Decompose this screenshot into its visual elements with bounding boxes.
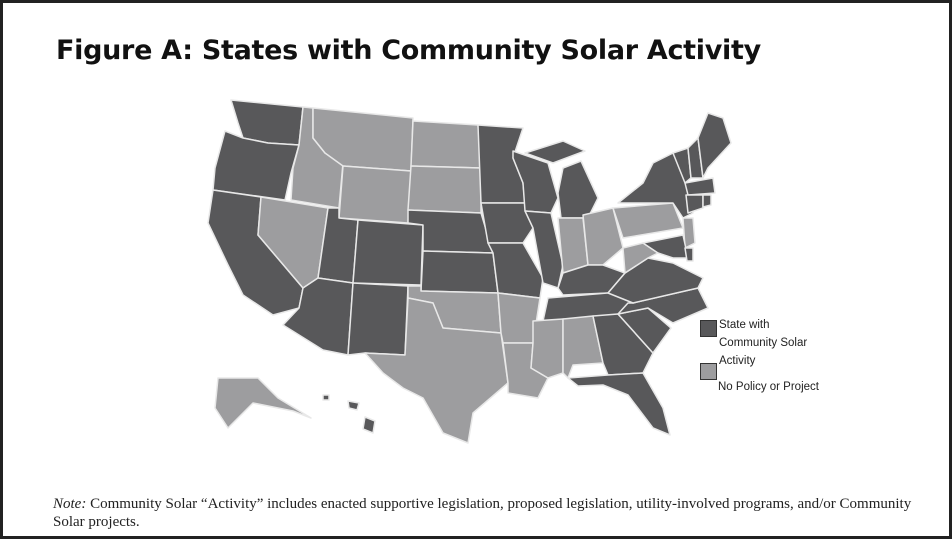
- state-oh: [582, 207, 624, 266]
- state-nm: [347, 282, 409, 356]
- state-ma: [684, 177, 716, 196]
- legend-line: Activity: [719, 355, 756, 367]
- us-map: [207, 99, 732, 444]
- legend-label-no-policy: No Policy or Project: [718, 381, 819, 393]
- state-wv: [622, 242, 659, 274]
- figure-note: Note: Community Solar “Activity” include…: [53, 495, 923, 531]
- state-ia: [480, 202, 534, 244]
- state-ks: [420, 250, 499, 294]
- state-ct: [685, 194, 704, 214]
- state-nc: [617, 287, 709, 324]
- state-mi: [557, 160, 599, 219]
- state-or: [212, 130, 300, 201]
- state-pa: [612, 202, 684, 239]
- state-tx: [364, 297, 509, 444]
- state-hi: [362, 416, 376, 434]
- legend-label-activity: State with Community Solar Activity: [719, 316, 807, 370]
- state-hi: [347, 400, 360, 411]
- state-mi: [524, 140, 586, 164]
- state-ak: [214, 377, 312, 429]
- note-prefix: Note:: [53, 496, 87, 512]
- legend-line: Community Solar: [719, 337, 808, 349]
- state-sd: [407, 165, 482, 214]
- state-hi: [322, 394, 330, 401]
- state-de: [684, 247, 694, 262]
- state-fl: [567, 372, 671, 436]
- legend-line: State with: [719, 319, 770, 331]
- state-wy: [338, 165, 412, 224]
- state-me: [697, 112, 732, 179]
- state-ms: [530, 318, 564, 379]
- state-md: [642, 234, 689, 259]
- state-nd: [410, 120, 482, 169]
- legend-swatch-no-policy: [700, 363, 717, 380]
- note-text: Community Solar “Activity” includes enac…: [53, 496, 912, 530]
- legend-swatch-activity: [700, 320, 717, 337]
- figure-title: Figure A: States with Community Solar Ac…: [56, 35, 761, 66]
- state-ky: [557, 264, 626, 296]
- state-co: [352, 219, 424, 286]
- state-ri: [702, 194, 712, 208]
